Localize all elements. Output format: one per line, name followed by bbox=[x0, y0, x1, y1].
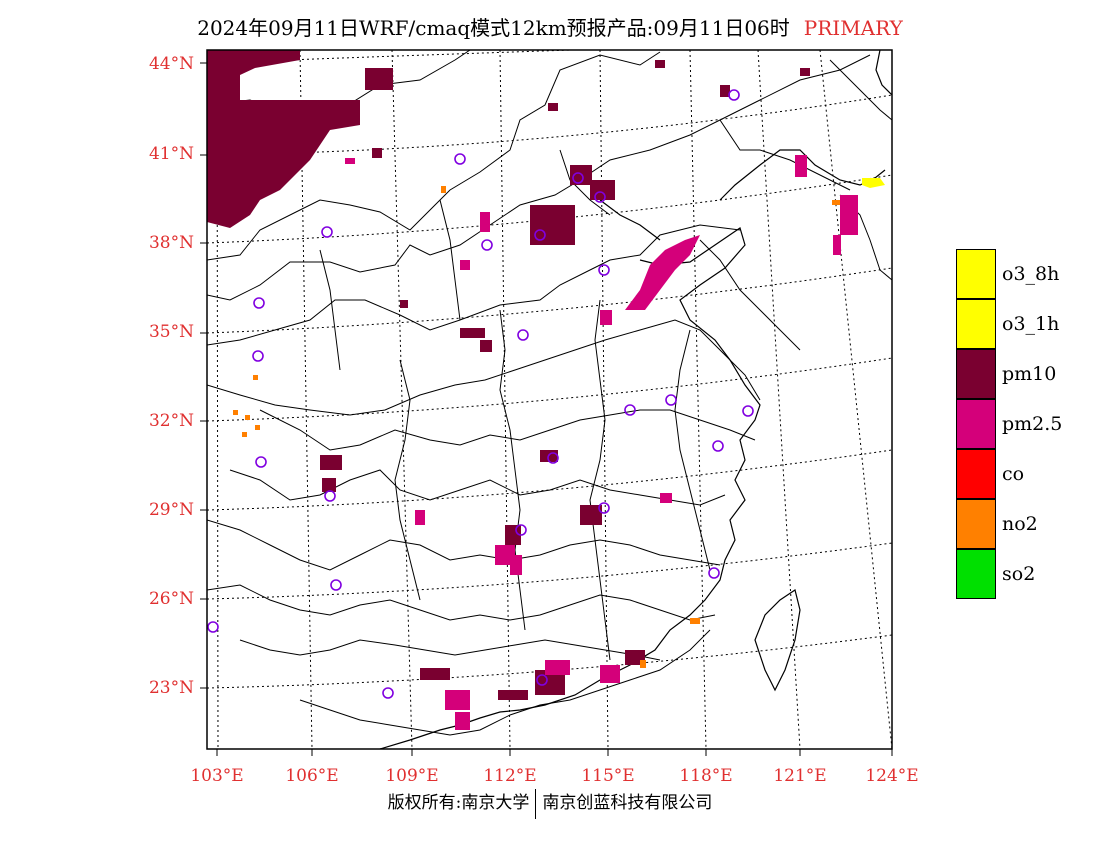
lat-label: 38°N bbox=[148, 233, 194, 253]
legend-label: pm2.5 bbox=[1002, 413, 1063, 435]
legend-item-no2: no2 bbox=[956, 499, 1038, 549]
pm25-patches bbox=[345, 155, 858, 730]
primary-tag: PRIMARY bbox=[803, 16, 903, 40]
lat-label: 35°N bbox=[148, 322, 194, 342]
legend-swatch bbox=[956, 399, 996, 449]
legend-label: so2 bbox=[1002, 563, 1036, 585]
legend-item-o3-1h: o3_1h bbox=[956, 299, 1059, 349]
map-title: 2024年09月11日WRF/cmaq模式12km预报产品:09月11日06时 P… bbox=[0, 12, 1100, 41]
copyright-right: 南京创蓝科技有限公司 bbox=[542, 793, 713, 813]
lat-label: 41°N bbox=[148, 144, 194, 164]
lat-label: 26°N bbox=[148, 589, 194, 609]
lon-label: 109°E bbox=[385, 766, 439, 786]
copyright-footer: 版权所有:南京大学 南京创蓝科技有限公司 bbox=[0, 788, 1100, 819]
legend-swatch bbox=[956, 449, 996, 499]
lon-label: 118°E bbox=[679, 766, 733, 786]
lat-label: 44°N bbox=[148, 54, 194, 74]
pm10-patches bbox=[207, 50, 810, 700]
lat-label: 29°N bbox=[148, 500, 194, 520]
legend-label: no2 bbox=[1002, 513, 1038, 535]
pollutant-legend: o3_8h o3_1h pm10 pm2.5 co no2 so2 bbox=[956, 249, 1062, 599]
legend-swatch bbox=[956, 349, 996, 399]
lon-label: 103°E bbox=[190, 766, 244, 786]
footer-divider bbox=[535, 788, 537, 819]
lon-label: 112°E bbox=[483, 766, 537, 786]
legend-item-pm10: pm10 bbox=[956, 349, 1056, 399]
no2-patches bbox=[233, 186, 840, 668]
station-markers bbox=[207, 89, 754, 699]
legend-item-o3-8h: o3_8h bbox=[956, 249, 1059, 299]
legend-item-pm25: pm2.5 bbox=[956, 399, 1062, 449]
graticule-lon bbox=[216, 50, 892, 749]
lon-label: 115°E bbox=[581, 766, 635, 786]
plot-frame bbox=[206, 49, 893, 750]
o3-patches bbox=[862, 178, 885, 188]
legend-label: o3_8h bbox=[1002, 263, 1060, 285]
legend-swatch bbox=[956, 549, 996, 599]
lon-label: 106°E bbox=[285, 766, 339, 786]
tick-marks bbox=[200, 62, 893, 756]
lon-label: 124°E bbox=[865, 766, 919, 786]
copyright-left: 版权所有:南京大学 bbox=[387, 793, 530, 813]
lat-label: 32°N bbox=[148, 411, 194, 431]
graticule-lat bbox=[207, 50, 892, 689]
legend-swatch bbox=[956, 299, 996, 349]
legend-label: pm10 bbox=[1002, 363, 1057, 385]
lat-label: 23°N bbox=[148, 678, 194, 698]
lon-label: 121°E bbox=[773, 766, 827, 786]
legend-swatch bbox=[956, 499, 996, 549]
title-text: 2024年09月11日WRF/cmaq模式12km预报产品:09月11日06时 bbox=[197, 16, 790, 40]
legend-label: co bbox=[1002, 463, 1025, 485]
legend-item-so2: so2 bbox=[956, 549, 1035, 599]
legend-item-co: co bbox=[956, 449, 1024, 499]
province-boundaries bbox=[207, 50, 892, 736]
legend-swatch bbox=[956, 249, 996, 299]
legend-label: o3_1h bbox=[1002, 313, 1060, 335]
